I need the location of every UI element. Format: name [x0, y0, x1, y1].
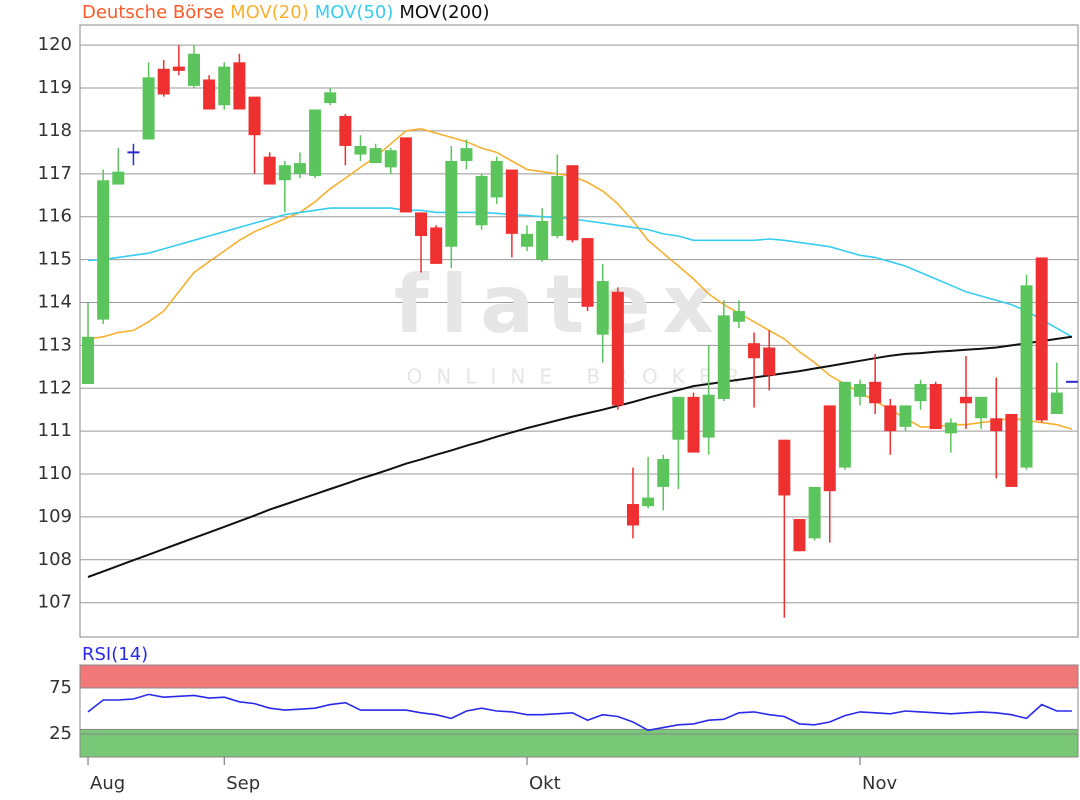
- x-tick-label: Okt: [529, 773, 561, 794]
- candle-body: [218, 66, 231, 106]
- candle-body: [808, 486, 821, 539]
- rsi-band: [79, 664, 1079, 689]
- candle-body: [521, 233, 534, 247]
- y-tick-label: 107: [38, 592, 72, 613]
- legend-entry: MOV(20): [230, 2, 309, 23]
- y-tick-label: 114: [38, 291, 72, 312]
- legend-entry: Deutsche Börse: [82, 2, 224, 23]
- candle-body: [1035, 257, 1048, 421]
- legend-entry: MOV(50): [315, 2, 394, 23]
- candle-body: [687, 396, 700, 453]
- candle-body: [642, 497, 655, 507]
- y-tick-label: 108: [38, 549, 72, 570]
- moving-average-line: [87, 207, 1073, 338]
- candle-body: [854, 383, 867, 397]
- candle-body: [263, 156, 276, 185]
- y-tick-label: 112: [38, 377, 72, 398]
- candle-body: [339, 115, 352, 146]
- y-tick-label: 111: [38, 420, 72, 441]
- watermark-subtitle: ONLINE BROKER: [407, 365, 754, 389]
- candle-body: [763, 347, 776, 376]
- candle-body: [959, 396, 972, 404]
- candle-body: [793, 519, 806, 552]
- rsi-line: [87, 693, 1072, 732]
- candle-body: [869, 381, 882, 404]
- candle-body: [596, 281, 609, 335]
- candle-body: [657, 459, 670, 487]
- candle-body: [929, 383, 942, 429]
- candle-body: [490, 160, 503, 198]
- candle-body: [778, 439, 791, 496]
- candle-body: [823, 405, 836, 492]
- x-tick-label: Nov: [862, 773, 897, 794]
- candle-body: [112, 171, 125, 185]
- main-plot-frame: [79, 24, 1079, 638]
- panel-label: RSI(14): [82, 644, 148, 665]
- candle-body: [990, 418, 1003, 432]
- y-tick-label: 113: [38, 334, 72, 355]
- candle-body: [838, 381, 851, 468]
- candle-body: [384, 150, 397, 168]
- legend-entry: MOV(200): [399, 2, 489, 23]
- candle-body: [445, 160, 458, 247]
- y-tick-label: 116: [38, 206, 72, 227]
- candle-body: [82, 336, 95, 384]
- y-tick-label: 25: [49, 723, 72, 744]
- y-tick-label: 75: [49, 677, 72, 698]
- candle-body: [1050, 392, 1063, 414]
- y-tick-label: 109: [38, 506, 72, 527]
- candle-body: [187, 53, 200, 86]
- candle-body: [505, 169, 518, 234]
- x-tick-label: Sep: [226, 773, 260, 794]
- candle-body: [1020, 285, 1033, 468]
- y-tick-label: 118: [38, 120, 72, 141]
- candle-body: [944, 422, 957, 434]
- x-tick-label: Aug: [90, 773, 125, 794]
- candle-body: [309, 109, 322, 176]
- candle-body: [172, 66, 185, 71]
- candle-body: [536, 220, 549, 260]
- candle-body: [702, 394, 715, 438]
- candle-body: [732, 311, 745, 322]
- candle-body: [475, 175, 488, 226]
- candle-body: [399, 137, 412, 213]
- candle-body: [460, 148, 473, 161]
- candle-body: [1005, 413, 1018, 487]
- candle-body: [369, 148, 382, 164]
- candle-body: [611, 291, 624, 406]
- candle-body: [748, 343, 761, 359]
- candle-body: [324, 92, 337, 104]
- candle-body: [672, 396, 685, 440]
- candle-body: [157, 68, 170, 95]
- candle-body: [354, 145, 367, 155]
- candle-body: [97, 180, 110, 320]
- candle-body: [717, 315, 730, 399]
- candle-body: [899, 405, 912, 427]
- candle-body: [884, 405, 897, 432]
- candle-body: [203, 79, 216, 110]
- y-tick-label: 110: [38, 463, 72, 484]
- candle-body: [626, 504, 639, 526]
- candle-body: [914, 383, 927, 402]
- y-tick-label: 119: [38, 77, 72, 98]
- candle-body: [415, 212, 428, 237]
- candle-body: [278, 165, 291, 181]
- candle-body: [430, 227, 443, 264]
- watermark-logo: flatex: [394, 258, 726, 351]
- candle-body: [581, 238, 594, 307]
- candle-body: [975, 396, 988, 419]
- candle-body: [566, 165, 579, 241]
- candle-body: [142, 77, 155, 140]
- moving-average-line: [87, 335, 1073, 578]
- candle-body: [551, 175, 564, 237]
- y-tick-label: 120: [38, 34, 72, 55]
- y-tick-label: 115: [38, 249, 72, 270]
- candle-body: [293, 163, 306, 174]
- candle-body: [248, 96, 261, 136]
- candle-body: [233, 62, 246, 110]
- y-tick-label: 117: [38, 163, 72, 184]
